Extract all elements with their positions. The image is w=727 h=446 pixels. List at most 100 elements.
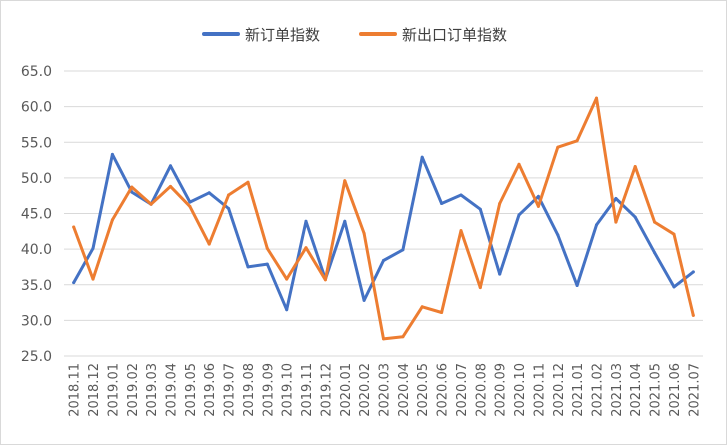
data-point [343, 179, 347, 183]
legend: 新订单指数 新出口订单指数 [202, 26, 507, 44]
data-point [440, 311, 444, 314]
data-point [343, 219, 347, 223]
data-point [265, 262, 269, 266]
data-point [362, 231, 366, 235]
data-point [420, 155, 424, 159]
y-tick-label: 60.0 [21, 100, 52, 116]
x-tick-label: 2019.06 [203, 363, 218, 417]
y-tick-label: 40.0 [21, 242, 52, 258]
data-point [304, 219, 308, 223]
x-tick-label: 2019.10 [281, 363, 296, 417]
x-tick-label: 2021.06 [668, 363, 683, 417]
data-point [575, 139, 579, 143]
data-point [227, 193, 231, 197]
data-point [440, 202, 444, 205]
x-tick-label: 2020.01 [339, 363, 354, 417]
data-point [169, 184, 172, 188]
data-point [478, 286, 482, 290]
data-point [207, 191, 211, 195]
x-tick-label: 2020.03 [378, 363, 393, 417]
data-point [207, 242, 211, 246]
x-tick-label: 2020.11 [532, 363, 547, 417]
data-point [517, 162, 521, 166]
x-tick-label: 2019.09 [261, 363, 276, 417]
data-point [323, 278, 327, 282]
x-tick-label: 2021.07 [687, 363, 702, 417]
data-point [110, 152, 114, 156]
y-tick-label: 35.0 [21, 278, 52, 294]
x-tick-label: 2019.11 [300, 363, 315, 417]
data-point [91, 246, 95, 250]
x-tick-label: 2019.01 [106, 363, 121, 417]
y-tick-label: 65.0 [21, 64, 52, 80]
x-tick-label: 2021.04 [629, 363, 644, 417]
data-point [169, 164, 172, 168]
x-tick-label: 2020.08 [474, 363, 489, 417]
x-tick-label: 2019.02 [126, 363, 141, 417]
x-tick-label: 2020.04 [397, 363, 412, 417]
x-tick-label: 2020.12 [552, 363, 567, 417]
series-lines [72, 96, 695, 341]
data-point [478, 207, 482, 211]
data-point [188, 204, 192, 208]
y-tick-label: 30.0 [21, 313, 52, 329]
data-point [91, 277, 95, 281]
data-point [110, 218, 114, 222]
x-tick-label: 2020.09 [494, 363, 509, 417]
y-tick-label: 55.0 [21, 135, 52, 151]
gridlines [64, 70, 703, 357]
x-tick-label: 2020.05 [416, 363, 431, 417]
data-point [459, 229, 463, 233]
data-point [575, 284, 579, 287]
data-point [246, 180, 250, 184]
data-point [536, 194, 540, 198]
data-point [246, 265, 250, 269]
x-tick-label: 2021.03 [610, 363, 625, 417]
legend-label-new-orders: 新订单指数 [245, 26, 320, 44]
data-point [614, 197, 618, 200]
data-point [691, 313, 695, 317]
data-point [72, 281, 76, 285]
legend-label-new-export-orders: 新出口订单指数 [402, 26, 507, 44]
data-point [595, 223, 598, 227]
y-tick-label: 25.0 [21, 349, 52, 365]
data-point [672, 232, 676, 236]
x-tick-label: 2019.07 [223, 363, 238, 417]
x-tick-label: 2021.05 [649, 363, 664, 417]
data-point [653, 220, 657, 224]
data-point [556, 233, 560, 237]
data-point [401, 335, 405, 339]
x-tick-label: 2018.11 [68, 363, 83, 417]
data-point [285, 308, 289, 312]
data-point [498, 272, 502, 276]
data-point [149, 202, 153, 206]
x-tick-label: 2019.03 [145, 363, 160, 417]
data-point [614, 220, 618, 224]
data-point [188, 200, 192, 204]
data-point [130, 190, 134, 194]
x-tick-label: 2019.12 [319, 363, 334, 417]
x-axis-ticks: 2018.11 2018.12 2019.01 2019.02 2019.03 2019.… [68, 363, 703, 417]
data-point [672, 285, 676, 289]
y-tick-label: 45.0 [21, 207, 52, 223]
x-tick-label: 2021.02 [591, 363, 606, 417]
data-point [459, 193, 463, 197]
x-tick-label: 2019.04 [165, 363, 180, 417]
y-tick-label: 50.0 [21, 171, 52, 187]
data-point [633, 215, 637, 219]
data-point [227, 207, 231, 210]
data-point [382, 259, 385, 262]
x-tick-label: 2020.06 [436, 363, 451, 417]
data-point [401, 248, 405, 252]
data-point [653, 251, 657, 255]
y-axis-ticks: 25.0 30.0 35.0 40.0 45.0 50.0 55.0 60.0 65.0 [21, 64, 52, 365]
data-point [285, 277, 289, 281]
x-tick-label: 2019.05 [184, 363, 199, 417]
data-point [517, 213, 521, 217]
data-point [498, 202, 502, 205]
data-point [420, 305, 424, 309]
data-point [362, 298, 366, 302]
data-point [633, 165, 637, 168]
